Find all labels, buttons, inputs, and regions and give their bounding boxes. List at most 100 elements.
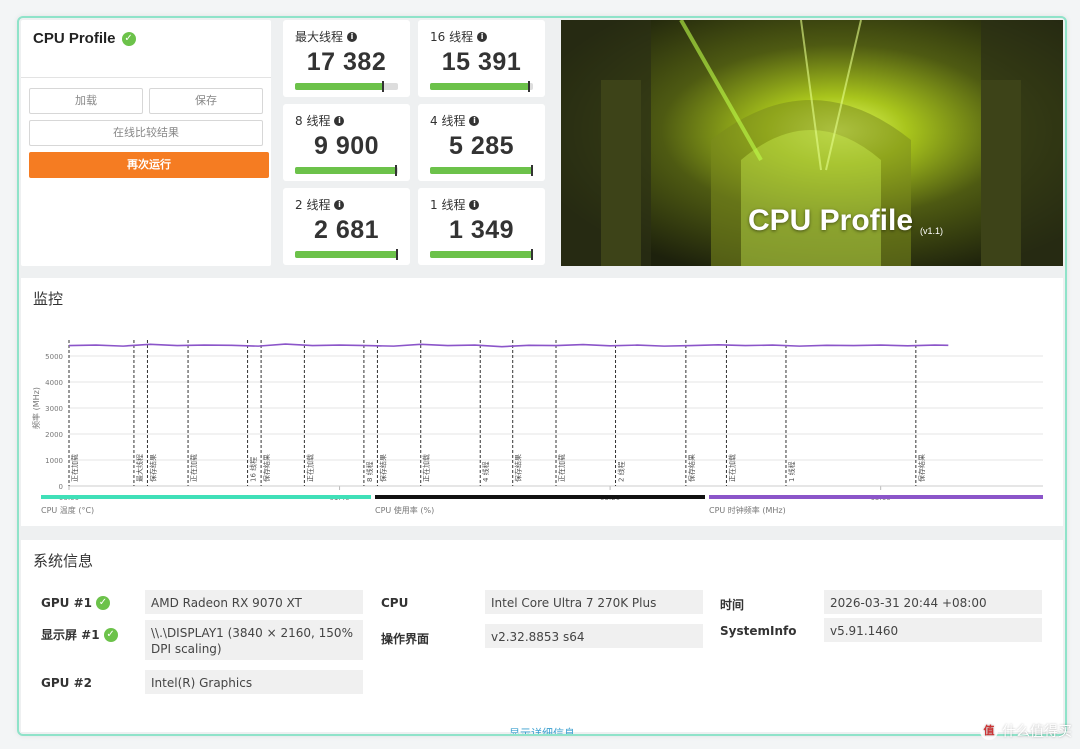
phase-marker-label: 保存结果: [687, 454, 696, 482]
cpu-label: CPU: [381, 596, 409, 610]
watermark-text: 什么值得买: [1002, 724, 1072, 740]
phase-marker-label: 4 线程: [481, 461, 490, 482]
score-bar-fill: [430, 83, 529, 90]
time-value: 2026-03-31 20:44 +08:00: [824, 590, 1042, 614]
y-tick-label: 4000: [45, 379, 63, 387]
y-axis-label: 频率 (MHz): [31, 387, 41, 429]
score-value: 17 382: [306, 48, 387, 76]
score-bar-fill: [430, 167, 532, 174]
score-bar-fill: [430, 251, 532, 258]
phase-marker-label: 正在加载: [70, 454, 79, 482]
divider: [21, 77, 271, 78]
score-label: 16 线程 i: [430, 28, 488, 45]
legend-swatch-clock[interactable]: [709, 495, 1043, 499]
load-button[interactable]: 加载: [29, 88, 143, 114]
info-icon[interactable]: i: [477, 31, 488, 42]
compare-online-button[interactable]: 在线比较结果: [29, 120, 263, 146]
os-label: 操作界面: [381, 632, 430, 646]
phase-marker-label: 正在加载: [305, 454, 314, 482]
gpu1-label: GPU #1 ✓: [41, 596, 110, 610]
score-bar-marker: [381, 81, 384, 92]
y-tick-label: 0: [59, 483, 63, 491]
info-icon[interactable]: i: [347, 31, 358, 42]
cpu-value: Intel Core Ultra 7 270K Plus: [485, 590, 703, 614]
phase-marker-label: 正在加载: [189, 454, 198, 482]
info-icon[interactable]: i: [469, 199, 480, 210]
score-value: 15 391: [441, 48, 522, 76]
score-bar: [430, 81, 533, 92]
phase-marker-label: 16 线程: [249, 457, 258, 482]
score-label: 8 线程 i: [295, 112, 345, 129]
score-card-2-threads: 2 线程 i 2 681: [283, 188, 410, 265]
test-title: CPU Profile ✓: [33, 30, 136, 47]
legend-swatch-temperature[interactable]: [41, 495, 371, 499]
system-info-title: 系统信息: [33, 552, 94, 570]
test-title-text: CPU Profile: [33, 30, 116, 47]
score-bar: [430, 249, 533, 260]
banner-title: CPU Profile: [747, 204, 913, 237]
gpu2-value: Intel(R) Graphics: [145, 670, 363, 694]
banner-version: (v1.1): [919, 226, 943, 236]
phase-marker-label: 1 线程: [787, 461, 796, 482]
legend-label-usage: CPU 使用率 (%): [375, 506, 435, 515]
display1-label: 显示屏 #1 ✓: [41, 626, 118, 643]
os-value: v2.32.8853 s64: [485, 624, 703, 648]
score-bar-fill: [295, 83, 383, 90]
score-bar: [295, 165, 398, 176]
score-label: 1 线程 i: [430, 196, 480, 213]
score-card-8-threads: 8 线程 i 9 900: [283, 104, 410, 181]
legend-label-temperature: CPU 温度 (°C): [41, 506, 95, 515]
system-info-panel: 系统信息 GPU #1 ✓ AMD Radeon RX 9070 XT 显示屏 #…: [21, 540, 1063, 734]
score-label: 4 线程 i: [430, 112, 480, 129]
score-card-16-threads: 16 线程 i 15 391: [418, 20, 545, 97]
score-label-text: 8 线程: [295, 114, 331, 128]
phase-marker-label: 保存结果: [262, 454, 271, 482]
score-bar-marker: [395, 249, 398, 260]
control-panel: CPU Profile ✓ 加载 保存 在线比较结果 再次运行: [21, 20, 271, 266]
gpu1-label-text: GPU #1: [41, 596, 92, 610]
phase-marker-label: 8 线程: [365, 461, 374, 482]
rerun-button[interactable]: 再次运行: [29, 152, 269, 178]
check-icon: ✓: [121, 31, 136, 46]
watermark: 值 什么值得买: [980, 721, 1072, 741]
phase-marker-label: 正在加载: [422, 454, 431, 482]
show-details-link[interactable]: 显示详细信息: [509, 727, 575, 736]
phase-marker-label: 保存结果: [378, 454, 387, 482]
display1-value: \\.\DISPLAY1 (3840 × 2160, 150% DPI scal…: [145, 620, 363, 660]
systeminfo-value: v5.91.1460: [824, 618, 1042, 642]
time-label: 时间: [720, 598, 745, 612]
score-bar-marker: [527, 81, 530, 92]
benchmark-banner-image: CPU Profile (v1.1): [561, 20, 1063, 266]
y-tick-label: 2000: [45, 431, 63, 439]
phase-marker-label: 保存结果: [917, 454, 926, 482]
score-label-text: 2 线程: [295, 198, 331, 212]
score-label-text: 最大线程: [295, 30, 344, 44]
y-tick-label: 3000: [45, 405, 63, 413]
score-bar-marker: [530, 165, 533, 176]
score-label: 最大线程 i: [295, 28, 358, 45]
score-bar: [430, 165, 533, 176]
info-icon[interactable]: i: [334, 199, 345, 210]
score-value: 2 681: [313, 216, 380, 244]
y-tick-label: 1000: [45, 457, 63, 465]
score-label-text: 1 线程: [430, 198, 466, 212]
score-bar-marker: [530, 249, 533, 260]
legend-swatch-usage[interactable]: [375, 495, 705, 499]
phase-marker-label: 2 线程: [617, 461, 626, 482]
banner-art: [561, 20, 1063, 266]
score-value: 1 349: [448, 216, 515, 244]
score-label-text: 16 线程: [430, 30, 474, 44]
check-icon: ✓: [103, 627, 118, 642]
info-icon[interactable]: i: [334, 115, 345, 126]
watermark-logo-icon: 值: [980, 722, 998, 740]
score-bar: [295, 81, 398, 92]
phase-marker-label: 保存结果: [148, 454, 157, 482]
info-icon[interactable]: i: [469, 115, 480, 126]
save-button[interactable]: 保存: [149, 88, 263, 114]
display1-label-text: 显示屏 #1: [41, 628, 100, 642]
score-label: 2 线程 i: [295, 196, 345, 213]
phase-marker-label: 保存结果: [514, 454, 523, 482]
y-tick-label: 5000: [45, 353, 63, 361]
app-frame: CPU Profile ✓ 加载 保存 在线比较结果 再次运行 最大线程 i 17…: [17, 16, 1067, 736]
